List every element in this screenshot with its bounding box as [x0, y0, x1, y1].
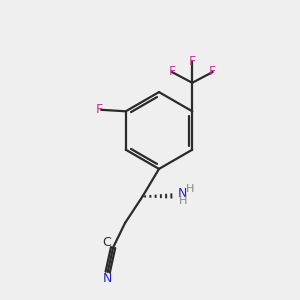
Text: F: F: [96, 103, 103, 116]
Text: F: F: [189, 55, 196, 68]
Text: H: H: [185, 184, 194, 194]
Text: H: H: [179, 196, 188, 206]
Text: N: N: [103, 272, 112, 285]
Text: C: C: [102, 236, 111, 249]
Text: F: F: [168, 65, 175, 79]
Text: F: F: [209, 65, 216, 79]
Text: N: N: [178, 187, 187, 200]
